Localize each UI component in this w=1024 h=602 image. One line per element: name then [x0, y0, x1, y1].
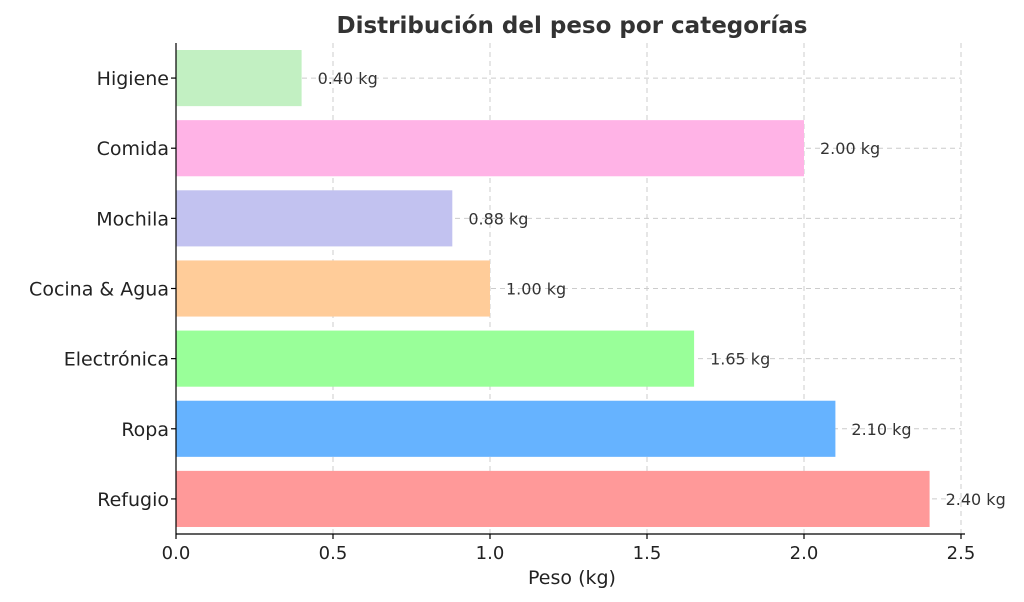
- category-label: Higiene: [97, 68, 169, 90]
- x-tick-label: 0.0: [162, 543, 191, 564]
- bar: [176, 50, 302, 107]
- category-label: Comida: [97, 138, 169, 160]
- value-label: 0.88 kg: [468, 209, 528, 228]
- x-tick-label: 1.5: [633, 543, 662, 564]
- bar: [176, 190, 453, 247]
- labels: 0.0 0.5 1.0 1.5 2.0 2.5 Higiene 0.40 kg Comida 2.…: [29, 68, 1006, 564]
- category-label: Cocina & Agua: [29, 279, 169, 301]
- chart-title: Distribución del peso por categorías: [336, 13, 807, 39]
- category-label: Mochila: [96, 208, 169, 230]
- bars: [176, 50, 930, 527]
- x-tick-label: 2.5: [947, 543, 976, 564]
- category-label: Refugio: [97, 489, 169, 511]
- category-label: Ropa: [121, 419, 169, 441]
- x-tick-label: 0.5: [319, 543, 348, 564]
- value-label: 2.10 kg: [851, 420, 911, 439]
- bar: [176, 470, 930, 527]
- value-label: 0.40 kg: [318, 69, 378, 88]
- bar: [176, 400, 836, 457]
- bar: [176, 120, 804, 177]
- axes: [171, 43, 965, 539]
- x-tick-label: 1.0: [476, 543, 505, 564]
- value-label: 1.65 kg: [710, 350, 770, 369]
- value-label: 2.40 kg: [946, 490, 1006, 509]
- x-tick-label: 2.0: [790, 543, 819, 564]
- bar: [176, 260, 490, 317]
- value-label: 1.00 kg: [506, 280, 566, 299]
- value-label: 2.00 kg: [820, 139, 880, 158]
- category-label: Electrónica: [64, 349, 169, 371]
- x-axis-title: Peso (kg): [528, 567, 616, 589]
- bar: [176, 330, 695, 387]
